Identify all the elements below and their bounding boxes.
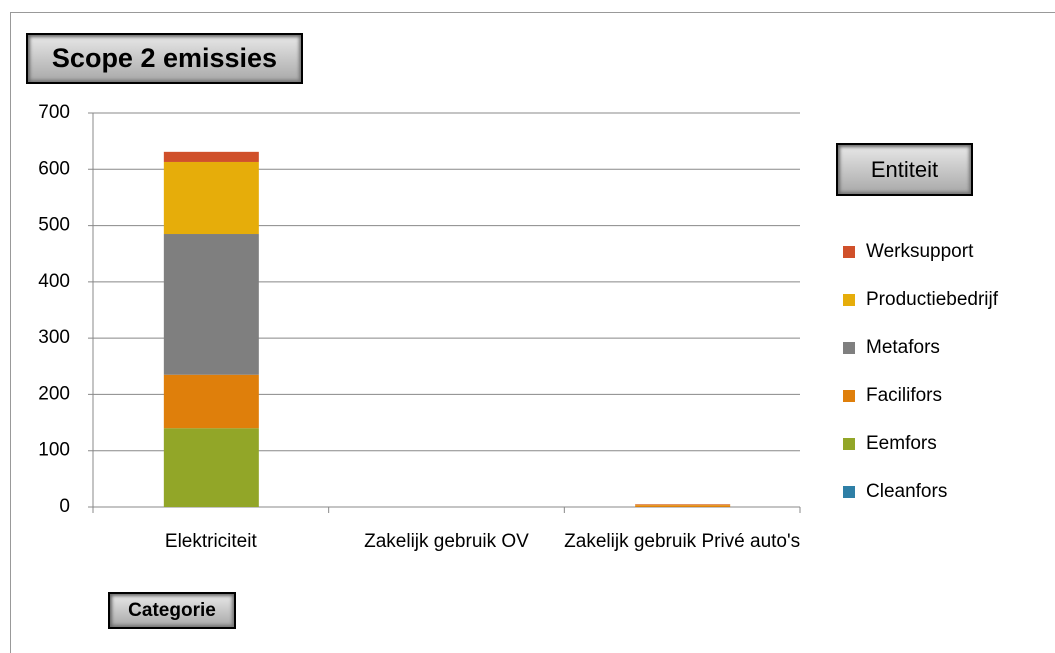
legend-label: Werksupport bbox=[866, 241, 974, 262]
y-tick-label: 0 bbox=[59, 496, 70, 517]
legend-swatch bbox=[843, 246, 855, 258]
y-tick-label: 500 bbox=[38, 215, 70, 236]
x-axis-label: Categorie bbox=[108, 592, 236, 629]
legend-swatch bbox=[843, 342, 855, 354]
legend-swatch bbox=[843, 438, 855, 450]
bar-segment bbox=[163, 374, 259, 429]
bar-segment bbox=[635, 505, 731, 507]
bar-segment bbox=[163, 151, 259, 162]
legend-swatch bbox=[843, 486, 855, 498]
legend-title: Entiteit bbox=[836, 143, 973, 196]
y-tick-label: 100 bbox=[38, 440, 70, 461]
legend-swatch bbox=[843, 294, 855, 306]
y-tick-label: 600 bbox=[38, 158, 70, 179]
y-tick-label: 300 bbox=[38, 327, 70, 348]
legend-label: Metafors bbox=[866, 337, 940, 358]
legend-label: Cleanfors bbox=[866, 481, 947, 502]
bar-segment bbox=[163, 234, 259, 375]
legend-label: Facilifors bbox=[866, 385, 942, 406]
bar-segment bbox=[163, 428, 259, 507]
chart-frame bbox=[10, 12, 1055, 653]
x-tick-label: Zakelijk gebruik Privé auto's bbox=[564, 531, 801, 552]
legend-swatch bbox=[843, 390, 855, 402]
y-tick-label: 200 bbox=[38, 383, 70, 404]
bar-segment bbox=[635, 504, 731, 505]
y-tick-label: 700 bbox=[38, 102, 70, 123]
bar-segment bbox=[163, 161, 259, 235]
legend-label: Productiebedrijf bbox=[866, 289, 999, 310]
x-tick-label: Elektriciteit bbox=[164, 531, 257, 552]
legend-label: Eemfors bbox=[866, 433, 937, 454]
bar-segment bbox=[635, 504, 731, 506]
x-tick-label: Zakelijk gebruik OV bbox=[364, 531, 529, 552]
y-tick-label: 400 bbox=[38, 271, 70, 292]
chart-title: Scope 2 emissies bbox=[26, 33, 303, 84]
